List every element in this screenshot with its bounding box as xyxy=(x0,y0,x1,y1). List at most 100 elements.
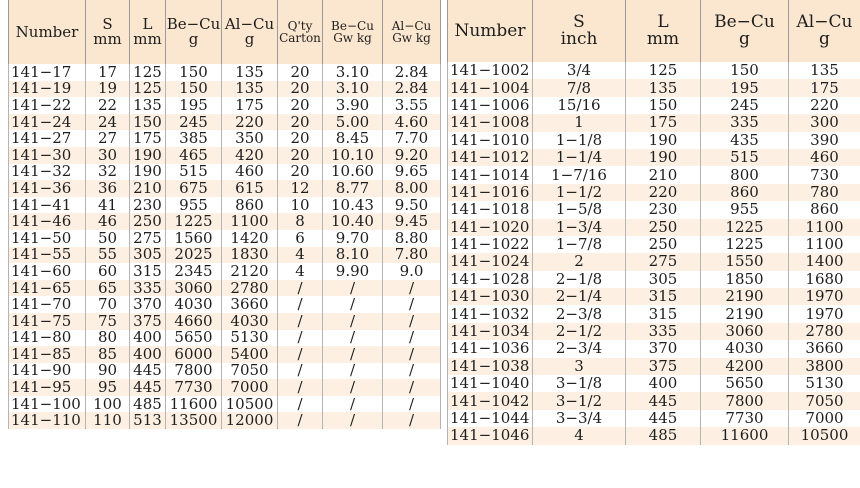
table-cell: 2−1/8 xyxy=(532,270,626,289)
part-number-cell: 141−100 xyxy=(8,395,86,413)
table-cell: 460 xyxy=(788,148,860,167)
table-cell: 4 xyxy=(532,427,626,445)
table-cell: 5130 xyxy=(788,375,860,393)
table-cell: 465 xyxy=(165,146,222,164)
part-number-cell: 141−1008 xyxy=(447,114,533,132)
table-cell: 335 xyxy=(700,114,789,132)
table-cell: 13500 xyxy=(165,412,222,430)
table-cell: 7.70 xyxy=(382,130,441,147)
part-number-cell: 141−1046 xyxy=(447,427,533,445)
table-cell: 400 xyxy=(625,375,701,393)
part-number-cell: 141−32 xyxy=(8,163,86,181)
table-cell: 135 xyxy=(221,80,278,98)
column-header: Q'ty Carton xyxy=(277,0,323,64)
table-cell: 175 xyxy=(221,97,278,114)
table-cell: 7730 xyxy=(165,379,222,396)
table-cell: 175 xyxy=(788,79,860,97)
table-cell: 220 xyxy=(788,96,860,115)
column-header-line2: Gw kg xyxy=(392,31,431,45)
table-cell: 485 xyxy=(625,427,701,445)
table-cell: 110 xyxy=(85,412,130,430)
table-row: 141−1014 1−7/16 210 800 730 xyxy=(447,166,860,184)
column-header: Al−Cu g xyxy=(788,0,860,62)
table-row: 141−1016 1−1/2 220 860 780 xyxy=(447,183,860,202)
table-cell: 95 xyxy=(85,379,130,396)
column-header-line2: Carton xyxy=(279,31,321,45)
table-cell: 2345 xyxy=(165,263,222,280)
table-cell: 6000 xyxy=(165,346,222,363)
table-cell: 4200 xyxy=(700,357,789,376)
part-number-cell: 141−17 xyxy=(8,64,86,81)
table-cell: 3/4 xyxy=(532,62,626,80)
table-cell: 1−5/8 xyxy=(532,201,626,219)
table-cell: 4030 xyxy=(700,340,789,358)
table-cell: 15/16 xyxy=(532,96,626,115)
part-number-cell: 141−1022 xyxy=(447,235,533,254)
table-cell: 10500 xyxy=(788,427,860,445)
table-cell: 20 xyxy=(277,146,323,164)
table-cell: 1−1/8 xyxy=(532,131,626,149)
table-cell: 3.10 xyxy=(322,80,383,98)
part-number-cell: 141−1038 xyxy=(447,357,533,376)
table-cell: 10.40 xyxy=(322,213,383,230)
part-number-cell: 141−1034 xyxy=(447,322,533,341)
table-cell: 10.10 xyxy=(322,146,383,164)
table-cell: 8.10 xyxy=(322,246,383,264)
table-cell: 32 xyxy=(85,163,130,181)
table-cell: 2−3/4 xyxy=(532,340,626,358)
table-cell: 860 xyxy=(700,183,789,202)
part-number-cell: 141−50 xyxy=(8,229,86,247)
table-cell: / xyxy=(277,379,323,396)
table-cell: / xyxy=(277,362,323,380)
column-header-line2: mm xyxy=(646,29,680,49)
table-cell: 3−1/8 xyxy=(532,375,626,393)
table-row: 141−22 22 135 195 175 20 3.90 3.55 xyxy=(8,97,441,114)
table-cell: 20 xyxy=(277,130,323,147)
table-cell: 125 xyxy=(129,64,166,81)
part-number-cell: 141−110 xyxy=(8,412,86,430)
table-cell: 7050 xyxy=(788,392,860,410)
table-cell: 220 xyxy=(221,113,278,131)
table-cell: 230 xyxy=(625,201,701,219)
part-number-cell: 141−1004 xyxy=(447,79,533,97)
table-cell: 1830 xyxy=(221,246,278,264)
table-cell: 2−1/2 xyxy=(532,322,626,341)
table-cell: 8.80 xyxy=(382,229,441,247)
table-cell: 5650 xyxy=(165,329,222,347)
table-cell: 4 xyxy=(277,246,323,264)
table-row: 141−24 24 150 245 220 20 5.00 4.60 xyxy=(8,113,441,131)
column-header-line2: g xyxy=(819,29,830,49)
table-cell: 390 xyxy=(788,131,860,149)
table-cell: 460 xyxy=(221,163,278,181)
table-cell: 2025 xyxy=(165,246,222,264)
column-header-line1: Al−Cu xyxy=(224,15,275,33)
table-cell: 190 xyxy=(625,131,701,149)
table-cell: / xyxy=(277,279,323,297)
table-cell: 335 xyxy=(625,322,701,341)
table-row: 141−70 70 370 4030 3660// / xyxy=(8,296,441,313)
table-cell: 1−7/8 xyxy=(532,235,626,254)
table-cell: / xyxy=(322,395,383,413)
table-cell: 7800 xyxy=(165,362,222,380)
table-row: 141−1004 7/8 135 195 175 xyxy=(447,79,860,97)
table-row: 141−1002 3/4 125 150 135 xyxy=(447,62,860,80)
table-cell: 435 xyxy=(700,131,789,149)
column-header-line1: L xyxy=(657,12,669,32)
table-cell: 445 xyxy=(129,362,166,380)
table-cell: / xyxy=(277,395,323,413)
table-cell: / xyxy=(382,412,441,430)
table-cell: / xyxy=(322,296,383,313)
table-cell: 250 xyxy=(129,213,166,230)
table-cell: 445 xyxy=(625,409,701,428)
table-cell: 7000 xyxy=(221,379,278,396)
table-cell: 46 xyxy=(85,213,130,230)
table-cell: 485 xyxy=(129,395,166,413)
table-row: 141−1046 4 485 11600 10500 xyxy=(447,427,860,445)
table-cell: / xyxy=(277,412,323,430)
table-cell: / xyxy=(277,312,323,330)
column-header: Number xyxy=(8,0,86,64)
table-cell: 20 xyxy=(277,64,323,81)
table-cell: 125 xyxy=(129,80,166,98)
table-cell: 20 xyxy=(277,80,323,98)
